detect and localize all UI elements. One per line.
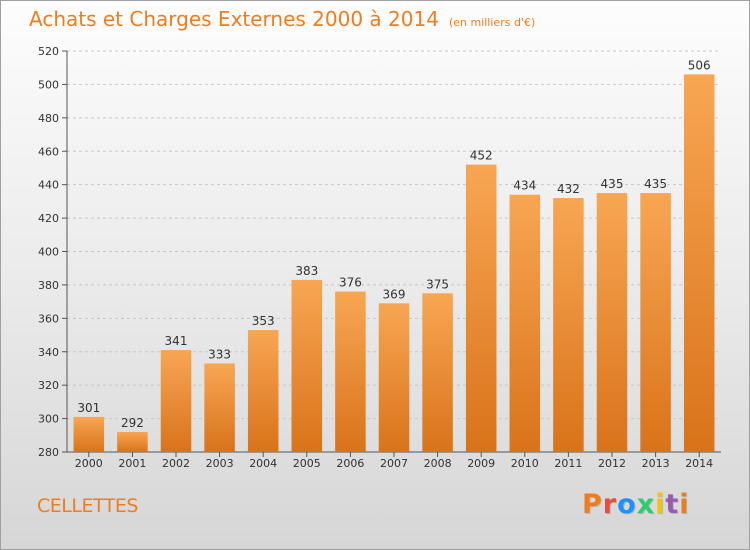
data-label-2006: 376	[339, 276, 362, 290]
bar-2008	[422, 293, 453, 452]
y-tick-label: 380	[38, 279, 59, 292]
bar-2007	[378, 303, 410, 452]
x-tick-label-2013: 2013	[642, 457, 670, 470]
x-tick-label-2004: 2004	[249, 457, 277, 470]
bar-2002	[160, 350, 192, 452]
x-tick-label-2010: 2010	[511, 457, 539, 470]
chart-title: Achats et Charges Externes 2000 à 2014 (e…	[29, 7, 535, 31]
bar-2013	[640, 193, 671, 453]
x-tick-label-2002: 2002	[162, 457, 190, 470]
y-tick-label: 300	[38, 413, 59, 426]
bar-2004	[247, 330, 279, 452]
data-labels: 301 292 341 333 353 383 376 369 375 452 434 432 435 4…	[77, 58, 710, 430]
x-tick-label-2000: 2000	[75, 457, 103, 470]
bar-2000	[73, 416, 105, 452]
bar-2009	[465, 164, 497, 452]
x-tick-label-2007: 2007	[380, 457, 408, 470]
data-label-2009: 452	[470, 149, 493, 163]
logo-letter: x	[636, 489, 656, 520]
y-tick-label: 400	[38, 246, 59, 259]
logo-letter: t	[665, 489, 680, 520]
x-tick-label-2001: 2001	[118, 457, 146, 470]
data-label-2008: 375	[426, 277, 449, 291]
proxiti-logo: Proxiti	[582, 489, 690, 520]
data-label-2004: 353	[252, 314, 275, 328]
y-tick-label: 420	[38, 212, 59, 225]
data-label-2001: 292	[121, 416, 144, 430]
logo-letter: o	[617, 489, 637, 520]
bar-2001	[117, 431, 148, 452]
x-tick-label-2009: 2009	[467, 457, 495, 470]
data-label-2005: 383	[295, 264, 318, 278]
data-label-2000: 301	[77, 401, 100, 415]
x-tick-label-2005: 2005	[293, 457, 321, 470]
bar-2005	[291, 279, 323, 452]
data-label-2014: 506	[688, 58, 711, 72]
y-tick-label: 460	[38, 145, 59, 158]
x-tick-label-2003: 2003	[206, 457, 234, 470]
bars	[73, 74, 715, 453]
x-tick-label-2012: 2012	[598, 457, 626, 470]
y-tick-label: 520	[38, 45, 59, 58]
chart-title-text: Achats et Charges Externes 2000 à 2014	[29, 7, 439, 31]
commune-name: CELLETTES	[37, 495, 138, 517]
bar-2006	[335, 291, 366, 452]
bar-2010	[509, 194, 541, 453]
data-label-2003: 333	[208, 347, 231, 361]
y-tick-label: 280	[38, 446, 59, 459]
bar-2012	[596, 193, 628, 453]
y-tick-label: 500	[38, 78, 59, 91]
data-label-2002: 341	[165, 334, 188, 348]
y-tick-label: 320	[38, 379, 59, 392]
y-tick-label: 340	[38, 346, 59, 359]
bar-2003	[204, 363, 235, 452]
data-label-2012: 435	[601, 177, 624, 191]
data-label-2010: 434	[513, 179, 536, 193]
bar-2011	[553, 198, 584, 452]
x-tick-label-2014: 2014	[685, 457, 713, 470]
x-tick-label-2011: 2011	[554, 457, 582, 470]
data-label-2011: 432	[557, 182, 580, 196]
y-tick-label: 360	[38, 312, 59, 325]
chart-unit: (en milliers d'€)	[448, 16, 536, 29]
x-tick-label-2006: 2006	[336, 457, 364, 470]
data-label-2007: 369	[383, 287, 406, 301]
logo-letter: i	[679, 489, 690, 520]
logo-letter: r	[602, 489, 618, 520]
y-tick-label: 480	[38, 112, 59, 125]
data-label-2013: 435	[644, 177, 667, 191]
y-tick-label: 440	[38, 179, 59, 192]
logo-letter: i	[655, 489, 666, 520]
logo-letter: P	[582, 489, 603, 520]
x-tick-label-2008: 2008	[424, 457, 452, 470]
bar-2014	[683, 74, 715, 453]
